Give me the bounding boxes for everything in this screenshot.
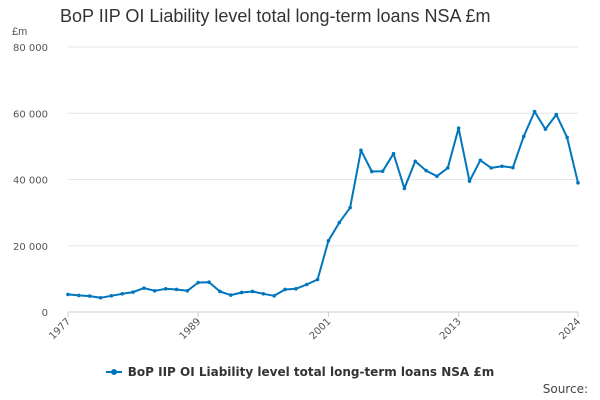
gridlines [68, 46, 578, 313]
x-tick-label: 2001 [308, 316, 334, 342]
data-point[interactable] [370, 169, 374, 174]
y-tick-label: 20 000 [13, 242, 48, 253]
legend-line-marker [105, 368, 122, 375]
data-point[interactable] [109, 293, 114, 298]
data-point[interactable] [380, 169, 385, 174]
data-point[interactable] [174, 287, 179, 292]
y-tick-label: 80 000 [13, 43, 48, 54]
data-point[interactable] [250, 289, 255, 294]
legend-label: BoP IIP OI Liability level total long-te… [127, 365, 495, 379]
data-point[interactable] [337, 220, 342, 225]
data-point[interactable] [565, 135, 569, 140]
data-point[interactable] [543, 127, 548, 131]
data-point[interactable] [456, 126, 461, 130]
source-label: Source: [542, 382, 588, 396]
data-point[interactable] [87, 294, 92, 298]
x-axis-ticks: 1977 1989 2001 2013 2024 [47, 312, 583, 342]
data-point[interactable] [402, 186, 407, 191]
data-point[interactable] [228, 293, 233, 297]
data-point[interactable] [239, 290, 244, 295]
data-point[interactable] [120, 291, 125, 296]
data-point[interactable] [283, 287, 287, 292]
data-point[interactable] [532, 109, 537, 114]
data-point[interactable] [196, 280, 201, 285]
data-point[interactable] [511, 165, 515, 170]
data-point[interactable] [445, 166, 450, 170]
x-tick-label: 2024 [557, 316, 583, 342]
data-point[interactable] [359, 148, 363, 153]
y-tick-label: 60 000 [13, 109, 48, 120]
data-point[interactable] [500, 164, 504, 169]
data-point[interactable] [163, 287, 168, 291]
data-point[interactable] [185, 289, 190, 293]
data-point[interactable] [435, 174, 439, 178]
data-point[interactable] [294, 287, 298, 291]
series-line [67, 110, 579, 299]
data-point[interactable] [207, 280, 211, 284]
data-point[interactable] [478, 158, 483, 163]
data-point[interactable] [521, 134, 526, 139]
data-point[interactable] [153, 289, 157, 293]
data-point[interactable] [467, 179, 472, 183]
data-point[interactable] [576, 181, 580, 185]
data-point[interactable] [142, 286, 146, 290]
data-point[interactable] [348, 205, 352, 210]
data-point[interactable] [489, 166, 493, 170]
data-point[interactable] [424, 168, 428, 173]
x-tick-label: 2013 [438, 316, 464, 342]
y-tick-label: 0 [42, 308, 48, 319]
chart-title: BoP IIP OI Liability level total long-te… [60, 6, 491, 26]
data-point[interactable] [413, 159, 418, 164]
data-point[interactable] [98, 295, 103, 300]
data-point[interactable] [315, 277, 320, 282]
data-point[interactable] [77, 293, 81, 298]
data-point[interactable] [218, 289, 222, 294]
data-series [66, 109, 580, 300]
y-axis-unit-label: £m [12, 26, 28, 38]
x-tick-label: 1989 [178, 316, 204, 342]
y-tick-label: 40 000 [13, 176, 48, 187]
data-point[interactable] [66, 292, 70, 297]
data-point[interactable] [326, 238, 331, 243]
data-point[interactable] [272, 293, 276, 298]
data-point[interactable] [261, 291, 266, 296]
legend[interactable]: BoP IIP OI Liability level total long-te… [0, 365, 600, 379]
y-axis-ticks: 0 20 000 40 000 60 000 80 000 [13, 43, 48, 319]
data-point[interactable] [391, 151, 396, 156]
data-point[interactable] [554, 112, 559, 117]
data-point[interactable] [131, 290, 135, 294]
x-tick-label: 1977 [47, 316, 73, 342]
data-point[interactable] [304, 282, 309, 287]
